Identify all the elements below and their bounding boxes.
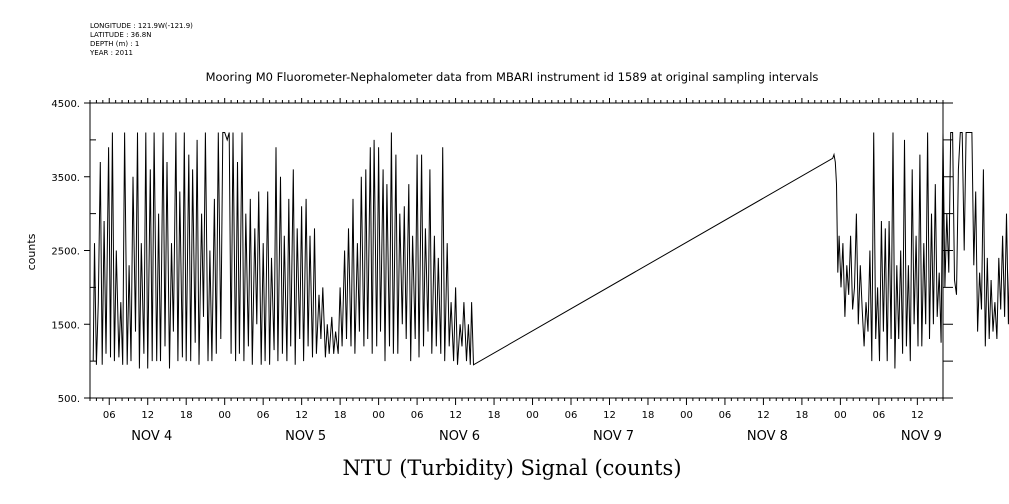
day-label: NOV 6 xyxy=(439,429,480,444)
x-tick-label: 00 xyxy=(526,410,539,421)
y-axis: 500. 1500. 2500. 3500. 4500. xyxy=(51,99,953,405)
y-axis-label: counts xyxy=(25,233,38,270)
x-tick-label: 12 xyxy=(449,410,462,421)
y-tick-label: 4500. xyxy=(51,99,80,110)
x-axis: 06 12 18 00 06 12 18 00 06 12 18 00 06 12 18 00 06 12 18 00… xyxy=(89,98,944,444)
day-label: NOV 4 xyxy=(131,429,172,444)
chart-title: Mooring M0 Fluorometer-Nephalometer data… xyxy=(206,70,819,84)
latitude-text: LATITUDE : 36.8N xyxy=(90,31,152,39)
x-tick-label: 00 xyxy=(834,410,847,421)
series-line xyxy=(92,132,1009,369)
longitude-text: LONGITUDE : 121.9W(-121.9) xyxy=(90,22,193,30)
year-text: YEAR : 2011 xyxy=(90,49,133,57)
x-tick-label: 06 xyxy=(411,410,424,421)
day-label: NOV 8 xyxy=(747,429,788,444)
x-tick-label: 06 xyxy=(565,410,578,421)
x-tick-label: 12 xyxy=(603,410,616,421)
x-tick-label: 18 xyxy=(642,410,655,421)
x-tick-label: 00 xyxy=(218,410,231,421)
x-axis-label: NTU (Turbidity) Signal (counts) xyxy=(342,456,681,480)
y-tick-label: 1500. xyxy=(51,320,80,331)
x-tick-label: 00 xyxy=(680,410,693,421)
x-tick-label: 06 xyxy=(872,410,885,421)
x-tick-label: 12 xyxy=(295,410,308,421)
x-tick-label: 00 xyxy=(372,410,385,421)
x-tick-label: 18 xyxy=(796,410,809,421)
series-group xyxy=(92,132,1009,369)
day-label: NOV 7 xyxy=(593,429,634,444)
day-label: NOV 5 xyxy=(285,429,326,444)
x-tick-label: 18 xyxy=(488,410,501,421)
x-tick-label: 12 xyxy=(757,410,770,421)
day-label: NOV 9 xyxy=(901,429,942,444)
x-tick-label: 12 xyxy=(141,410,154,421)
x-tick-label: 06 xyxy=(257,410,270,421)
x-tick-label: 06 xyxy=(719,410,732,421)
x-tick-label: 18 xyxy=(334,410,347,421)
y-tick-label: 500. xyxy=(58,394,80,405)
x-tick-label: 18 xyxy=(180,410,193,421)
x-tick-label: 06 xyxy=(103,410,116,421)
x-tick-label: 12 xyxy=(911,410,924,421)
y-tick-label: 2500. xyxy=(51,247,80,258)
depth-text: DEPTH (m) : 1 xyxy=(90,40,140,48)
mooring-metadata: LONGITUDE : 121.9W(-121.9) LATITUDE : 36… xyxy=(90,22,193,58)
y-tick-label: 3500. xyxy=(51,173,80,184)
